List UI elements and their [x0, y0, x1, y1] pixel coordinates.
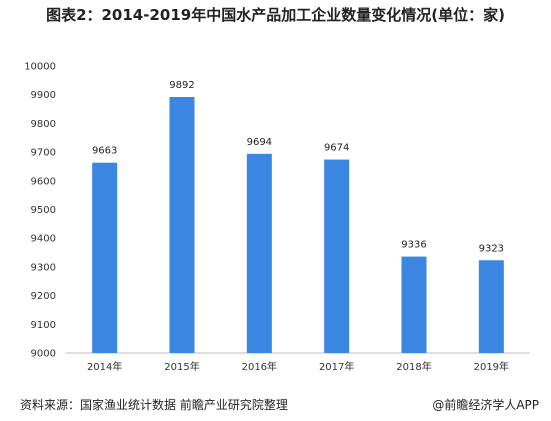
y-tick-label: 9500	[31, 205, 56, 216]
x-tick-label: 2014年	[87, 360, 122, 373]
y-tick-label: 9600	[31, 176, 56, 187]
bar	[401, 256, 427, 353]
y-tick-label: 9900	[31, 90, 56, 101]
bar	[246, 153, 272, 353]
x-tick-label: 2016年	[242, 360, 277, 373]
y-tick-label: 9300	[31, 262, 56, 273]
y-tick-label: 9400	[31, 234, 56, 245]
bar-labels: 9663 9892 9694 9674 9336 9323	[92, 80, 504, 254]
y-tick-label: 9200	[31, 291, 56, 302]
brand-note: @前瞻经济学人APP	[432, 398, 539, 412]
chart-title: 图表2：2014-2019年中国水产品加工企业数量变化情况(单位：家)	[46, 6, 505, 24]
y-tick-label: 9000	[31, 349, 56, 360]
y-tick-label: 10000	[24, 62, 56, 73]
bar-value-label: 9663	[92, 146, 117, 157]
x-tick-label: 2015年	[164, 360, 199, 373]
bar-value-label: 9336	[401, 240, 426, 251]
bar	[169, 96, 195, 353]
bar-value-label: 9323	[479, 243, 504, 254]
y-tick-label: 9800	[31, 119, 56, 130]
bar-value-label: 9892	[169, 80, 194, 91]
x-axis: 2014年 2015年 2016年 2017年 2018年 2019年	[66, 352, 530, 373]
source-note: 资料来源：国家渔业统计数据 前瞻产业研究院整理	[20, 398, 288, 412]
y-tick-label: 9100	[31, 320, 56, 331]
y-tick-label: 9700	[31, 148, 56, 159]
bar-value-label: 9694	[247, 137, 272, 148]
x-tick-label: 2018年	[396, 360, 431, 373]
bars	[92, 96, 504, 353]
x-tick-label: 2017年	[319, 360, 354, 373]
bar	[324, 159, 350, 353]
bar-value-label: 9674	[324, 143, 349, 154]
bar	[478, 260, 504, 353]
y-axis: 9000 9100 9200 9300 9400 9500 9600 9700 9800 9900…	[24, 62, 56, 360]
x-tick-label: 2019年	[474, 360, 509, 373]
bar	[92, 162, 118, 353]
